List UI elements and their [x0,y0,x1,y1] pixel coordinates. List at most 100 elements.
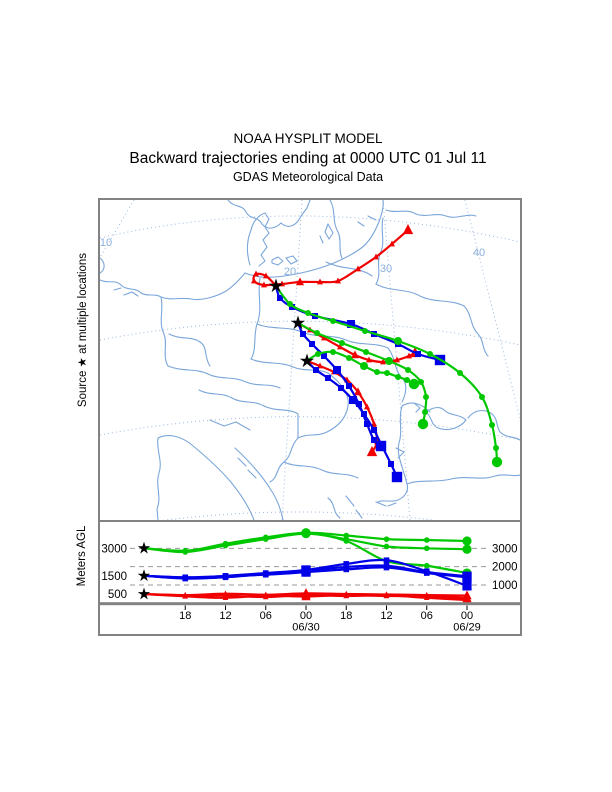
coastline-path [244,200,384,278]
border-path [167,365,281,389]
trajectory-marker-circle [418,379,424,385]
trajectory-marker-triangle [251,277,257,284]
trajectory-marker-triangle [261,281,267,288]
trajectory-marker-square [325,375,331,381]
coastline-path [327,495,397,519]
trajectory-marker-circle [343,538,350,544]
graticule-label: 10 [100,237,112,249]
trajectory-marker-circle [383,543,390,550]
coastline-path [271,255,298,266]
panel-tick-label: 00 [461,610,473,622]
coastline-path [319,223,334,244]
trajectory-marker-square [313,367,319,373]
trajectory-marker-square [321,353,327,359]
parallel-40n [162,511,437,520]
trajectory-marker-triangle [222,592,229,598]
border-path [283,461,359,479]
border-path [198,389,265,407]
trajectory-marker-circle [404,377,410,383]
trajectory-marker-circle [489,422,495,428]
trajectory-marker-square [343,566,350,573]
trajectory-marker-circle [491,456,503,468]
title-block: NOAA HYSPLIT MODEL Backward trajectories… [96,131,520,185]
coastline-path [425,407,467,431]
trajectory-marker-triangle [394,356,400,363]
trajectory-marker-circle [423,562,430,569]
trajectory-marker-triangle [253,270,259,277]
trajectory-marker-square [301,565,311,575]
coastline-path [156,437,161,520]
trajectory-map-svg: 10 20 30 40 [100,200,520,520]
border-path [329,200,343,259]
trajectory-marker-square [361,411,367,417]
trajectory-marker-circle [462,536,472,546]
trajectory-marker-circle [394,337,402,345]
trajectory-marker-circle [405,367,411,373]
trajectory-marker-circle [330,318,336,324]
trajectory-marker-circle [395,374,401,380]
trajectory-marker-circle [423,537,430,543]
trajectory-marker-triangle [262,593,269,600]
trajectory-marker-circle [384,370,390,376]
panel-tick-label: 18 [179,610,191,622]
panel-side-label: Meters AGL [76,525,88,587]
trajectory-marker-square [309,341,315,347]
trajectory-marker-triangle [366,356,372,363]
trajectory-marker-triangle [380,358,386,365]
source-star-icon [268,278,284,293]
source-star-icon [137,587,151,600]
trajectory-marker-triangle [389,240,395,247]
border-path [463,305,489,357]
trajectory-marker-triangle [296,277,304,286]
trajectory-marker-triangle [351,350,359,359]
trajectory-marker-triangle [423,594,430,601]
parallel-55n [100,215,520,243]
trajectory-marker-triangle [317,362,323,369]
trajectory-marker-circle [423,545,430,552]
trajectory-marker-square [333,366,341,374]
graticule-label: 40 [473,247,485,259]
trajectory-path-green-3000m-src3 [305,350,416,386]
trajectory-marker-circle [360,362,368,370]
panel-tick-label: 06 [260,610,272,622]
border-path [250,277,261,360]
trajectory-marker-circle [339,340,345,346]
trajectory-marker-circle [346,355,352,361]
trajectory-marker-circle [222,541,229,548]
trajectory-marker-square [462,581,472,591]
panel-tick-label: 12 [380,610,392,622]
trajectory-marker-triangle [364,403,370,410]
coastline-path [395,447,405,459]
trajectory-marker-square [346,383,352,389]
coastline-path [377,405,409,503]
panel-x-axis [100,602,520,606]
trajectory-marker-triangle [402,224,414,235]
trajectory-marker-square [182,575,189,581]
border-path [325,261,373,277]
coastline-path [385,209,477,218]
trajectory-marker-circle [479,394,485,400]
trajectory-marker-square [262,570,269,576]
trajectory-marker-triangle [263,272,269,279]
trajectory-marker-circle [301,528,311,538]
panel-tick-label: 06 [421,610,433,622]
trajectory-marker-triangle [335,277,341,284]
trajectory-marker-circle [408,378,420,390]
trajectory-marker-square [300,331,306,337]
trajectory-marker-triangle [371,420,377,427]
source-star-icon [137,569,151,582]
trajectory-marker-square [388,461,394,467]
trajectory-marker-circle [314,330,320,336]
map-side-label: Source ★ at multiple locations [77,252,89,408]
trajectory-marker-square [349,396,357,404]
trajectory-marker-triangle [321,334,327,341]
trajectory-marker-triangle [317,278,323,285]
source-star-icon [299,353,315,368]
trajectory-marker-circle [427,351,433,357]
trajectory-marker-circle [423,394,429,400]
trajectory-path-blue-1500m-src2 [296,321,383,448]
panel-right-label: 3000 [492,543,518,555]
border-path [269,437,299,483]
met-data-subtitle: GDAS Meteorological Data [232,170,384,185]
border-path [209,419,251,431]
